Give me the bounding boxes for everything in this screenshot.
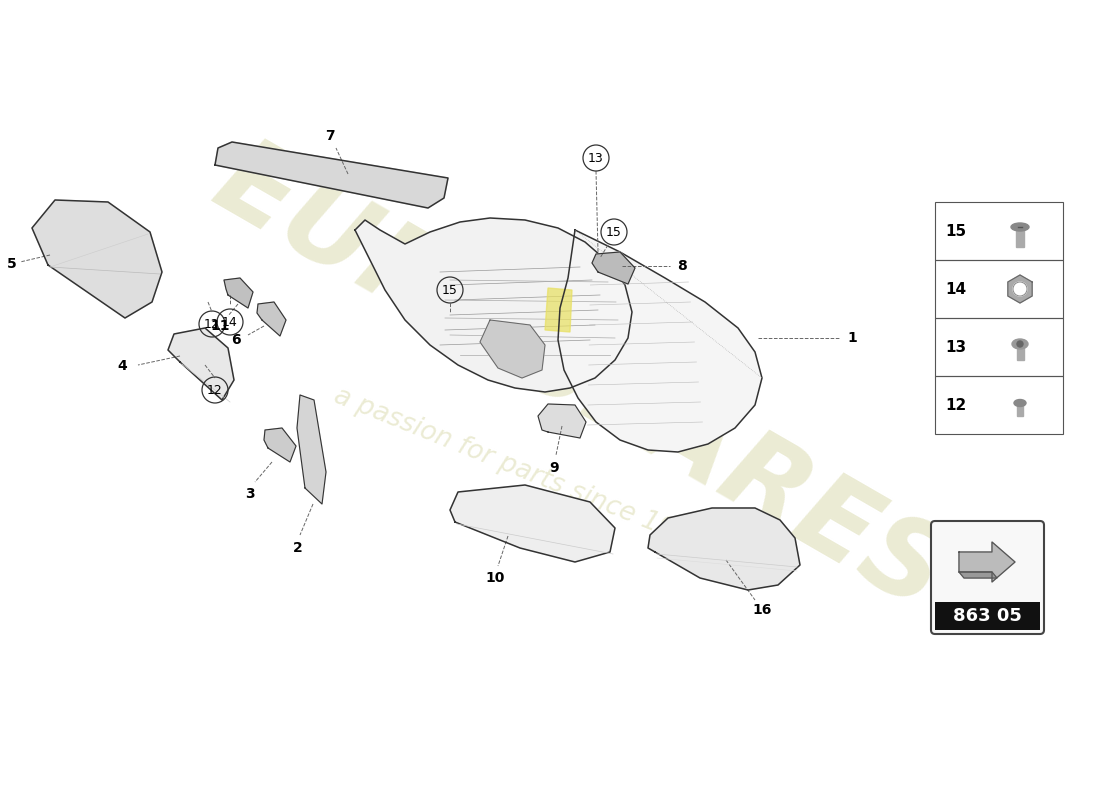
Text: 12: 12: [205, 318, 220, 330]
Polygon shape: [32, 200, 162, 318]
Text: 13: 13: [588, 151, 604, 165]
Polygon shape: [297, 395, 326, 504]
Text: 1: 1: [847, 331, 857, 345]
Text: 2: 2: [293, 541, 303, 555]
Polygon shape: [648, 508, 800, 590]
Text: 12: 12: [945, 398, 966, 413]
Polygon shape: [538, 404, 586, 438]
Polygon shape: [264, 428, 296, 462]
Text: 13: 13: [945, 339, 966, 354]
Polygon shape: [224, 278, 253, 308]
Text: 16: 16: [752, 603, 772, 617]
Bar: [935, 318, 1063, 376]
Text: 5: 5: [7, 257, 16, 271]
Bar: [935, 202, 1063, 260]
Text: 15: 15: [606, 226, 621, 238]
Polygon shape: [959, 572, 997, 578]
Text: 14: 14: [945, 282, 966, 297]
Circle shape: [1018, 341, 1023, 347]
Polygon shape: [450, 485, 615, 562]
FancyBboxPatch shape: [931, 521, 1044, 634]
Ellipse shape: [1012, 339, 1028, 349]
Polygon shape: [355, 218, 632, 392]
Bar: [1018, 346, 1024, 360]
Text: 9: 9: [549, 461, 559, 475]
Polygon shape: [959, 542, 1015, 582]
Polygon shape: [214, 142, 448, 208]
Bar: [1016, 230, 1024, 247]
Text: 4: 4: [117, 359, 126, 373]
Text: 7: 7: [326, 129, 334, 143]
Text: 12: 12: [207, 383, 223, 397]
Bar: [935, 602, 1040, 630]
Bar: [1018, 404, 1023, 416]
Bar: [935, 376, 1063, 434]
Polygon shape: [257, 302, 286, 336]
Text: 8: 8: [678, 259, 686, 273]
Polygon shape: [168, 328, 234, 400]
Polygon shape: [1008, 275, 1032, 303]
Text: 10: 10: [485, 571, 505, 585]
Text: 15: 15: [945, 223, 966, 238]
Text: 14: 14: [222, 315, 238, 329]
Text: 15: 15: [442, 283, 458, 297]
Bar: [935, 260, 1063, 318]
Ellipse shape: [1011, 223, 1028, 231]
Text: 6: 6: [231, 333, 241, 347]
Text: 11: 11: [210, 319, 230, 333]
Text: 3: 3: [245, 487, 255, 501]
Polygon shape: [480, 320, 544, 378]
Circle shape: [1013, 282, 1027, 296]
Ellipse shape: [1014, 399, 1026, 406]
Text: a passion for parts since 1985: a passion for parts since 1985: [330, 383, 710, 557]
Polygon shape: [558, 230, 762, 452]
Polygon shape: [544, 288, 572, 332]
Text: 863 05: 863 05: [953, 607, 1022, 625]
Polygon shape: [592, 252, 635, 284]
Text: EUROSPARES: EUROSPARES: [196, 127, 964, 633]
